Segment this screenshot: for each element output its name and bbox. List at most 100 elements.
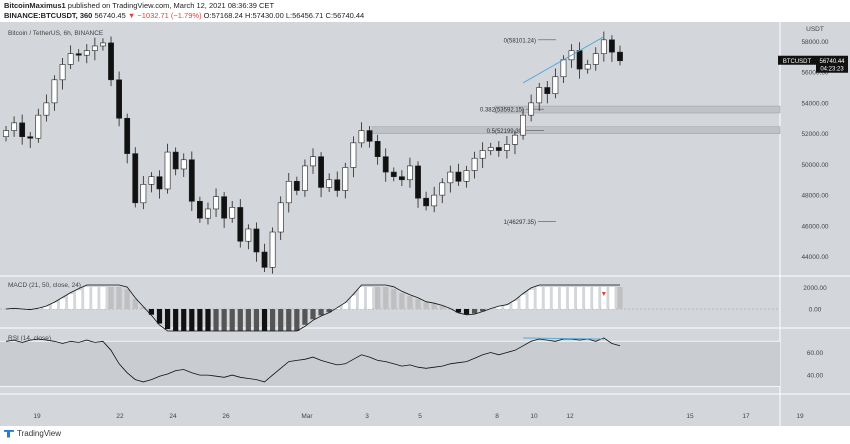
- x-tick-label: 10: [530, 413, 538, 420]
- chart-svg[interactable]: Bitcoin / TetherUS, 6h, BINANCE USDT 44000…: [0, 22, 850, 426]
- macd-histogram-bar: [140, 306, 146, 309]
- candle-up: [350, 142, 357, 168]
- last-price-box: [816, 55, 848, 73]
- y-tick-label: 44000.00: [801, 254, 828, 261]
- y-axis-unit: USDT: [806, 26, 824, 33]
- y-tick-label: 48000.00: [801, 193, 828, 200]
- macd-histogram-bar: [375, 287, 381, 309]
- candle-down: [124, 117, 131, 154]
- candle-up: [285, 180, 292, 204]
- candle-up: [447, 171, 454, 184]
- candle-up: [3, 130, 9, 138]
- macd-histogram-bar: [342, 303, 348, 309]
- x-tick-label: 19: [33, 413, 41, 420]
- candle-up: [463, 170, 470, 182]
- macd-histogram-bar: [100, 287, 106, 309]
- candle-down: [253, 228, 260, 253]
- macd-histogram-bar: [205, 309, 211, 331]
- macd-histogram-bar: [471, 309, 478, 314]
- candle-up: [140, 184, 147, 204]
- macd-histogram-bar: [552, 287, 558, 309]
- y-tick-label: 56000.00: [801, 70, 828, 77]
- candle-down: [75, 53, 82, 56]
- macd-histogram-bar: [253, 309, 260, 331]
- candle-down: [27, 136, 34, 139]
- tradingview-logo-icon: [4, 429, 14, 438]
- tradingview-logo[interactable]: TradingView: [4, 429, 61, 438]
- macd-histogram-bar: [536, 287, 542, 309]
- candle-up: [503, 144, 510, 151]
- x-tick-label: Mar: [301, 413, 313, 420]
- macd-histogram-bar: [585, 287, 591, 309]
- candle-down: [132, 153, 139, 204]
- chart-area[interactable]: Bitcoin / TetherUS, 6h, BINANCE USDT 44000…: [0, 22, 850, 426]
- candle-down: [455, 171, 462, 182]
- macd-histogram-bar: [278, 309, 284, 331]
- macd-histogram-bar: [68, 294, 74, 309]
- macd-signal-marker: [601, 292, 606, 296]
- macd-histogram-bar: [358, 287, 365, 309]
- macd-histogram-bar: [617, 287, 623, 309]
- candle-up: [592, 53, 599, 65]
- macd-histogram-bar: [496, 306, 502, 309]
- macd-histogram-bar: [84, 287, 90, 309]
- candle-up: [471, 157, 478, 171]
- candle-down: [374, 141, 381, 157]
- trend-line: [522, 36, 605, 84]
- macd-histogram-bar: [512, 300, 518, 309]
- x-tick-label: 22: [116, 413, 124, 420]
- x-tick-label: 3: [365, 413, 369, 420]
- rsi-line: [5, 337, 621, 383]
- rsi-panel-title: RSI (14, close): [8, 335, 51, 342]
- x-tick-label: 19: [796, 413, 804, 420]
- candle-up: [560, 59, 567, 78]
- last-price-symbol-box: [778, 55, 816, 65]
- candle-up: [487, 147, 494, 151]
- macd-histogram-bar: [423, 302, 429, 309]
- x-tick-label: 24: [169, 413, 177, 420]
- macd-tick-label: 2000.00: [803, 285, 827, 292]
- candle-down: [544, 87, 551, 94]
- macd-histogram-bar: [431, 303, 437, 309]
- macd-histogram-bar: [124, 289, 130, 309]
- candle-up: [35, 114, 42, 139]
- candle-up: [205, 208, 211, 219]
- candle-down: [108, 42, 114, 81]
- candle-up: [536, 87, 543, 104]
- y-tick-label: 58000.00: [801, 39, 828, 46]
- candle-down: [196, 200, 203, 219]
- candle-up: [584, 64, 591, 70]
- macd-histogram-bar: [302, 309, 308, 325]
- x-tick-label: 12: [566, 413, 574, 420]
- macd-histogram-bar: [245, 309, 251, 331]
- macd-histogram-bar: [407, 296, 413, 309]
- x-tick-label: 15: [686, 413, 694, 420]
- macd-histogram-bar: [197, 309, 203, 331]
- candle-down: [188, 159, 195, 202]
- macd-histogram-bar: [544, 287, 550, 309]
- y-tick-label: 54000.00: [801, 100, 828, 107]
- y-tick-label: 52000.00: [801, 131, 828, 138]
- candle-down: [156, 176, 163, 190]
- macd-histogram-bar: [108, 287, 114, 309]
- macd-histogram-bar: [504, 305, 510, 309]
- candle-up: [229, 207, 236, 219]
- macd-histogram-bar: [577, 287, 583, 309]
- macd-tick-label: 0.00: [809, 307, 822, 314]
- x-tick-label: 5: [418, 413, 422, 420]
- candle-up: [100, 42, 106, 47]
- author-name[interactable]: BitcoinMaximus1: [4, 1, 66, 10]
- candle-up: [302, 165, 308, 191]
- rsi-tick-label: 60.00: [807, 350, 824, 357]
- rsi-tick-label: 40.00: [807, 373, 824, 380]
- candle-up: [67, 53, 74, 65]
- candle-up: [431, 194, 438, 207]
- candle-up: [552, 76, 559, 94]
- ohlc-values: O:57168.24 H:57430.00 L:56456.71 C:56740…: [203, 11, 365, 20]
- candle-down: [237, 207, 244, 242]
- macd-histogram-bar: [261, 309, 268, 331]
- candle-up: [439, 182, 446, 196]
- macd-histogram-bar: [173, 309, 179, 331]
- macd-histogram-bar: [334, 307, 340, 309]
- candle-up: [148, 176, 155, 185]
